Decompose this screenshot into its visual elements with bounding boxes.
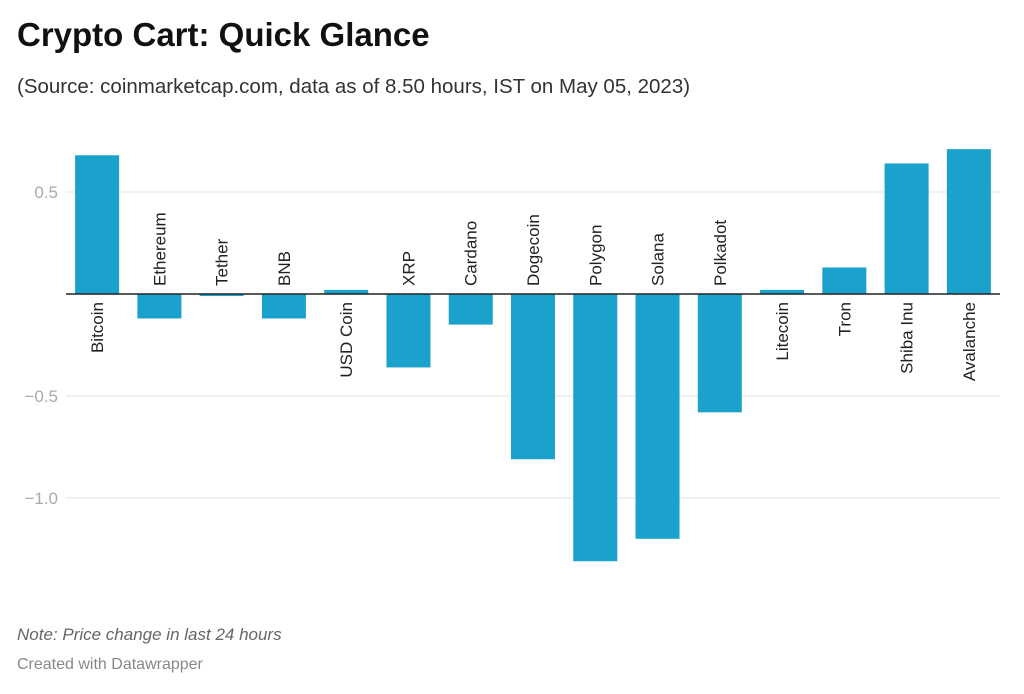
y-tick-label: −1.0 xyxy=(24,489,58,508)
bar xyxy=(386,294,431,368)
y-axis-ticks: 0.5 −0.5 −1.0 xyxy=(24,183,58,508)
category-label: Solana xyxy=(649,233,668,286)
category-label: BNB xyxy=(275,251,294,286)
category-labels: Bitcoin Ethereum Tether BNB USD Coin XRP Carda… xyxy=(88,212,979,381)
category-label: Polygon xyxy=(586,225,605,286)
bar xyxy=(635,294,680,539)
chart-title: Crypto Cart: Quick Glance xyxy=(17,16,430,53)
category-label: Shiba Inu xyxy=(898,302,917,374)
bar xyxy=(884,163,929,294)
category-label: Dogecoin xyxy=(524,214,543,286)
bar xyxy=(448,294,493,325)
chart-subtitle: (Source: coinmarketcap.com, data as of 8… xyxy=(17,75,691,98)
category-label: Ethereum xyxy=(150,212,169,286)
bars xyxy=(75,149,991,562)
y-tick-label: 0.5 xyxy=(34,183,58,202)
bar xyxy=(697,294,742,413)
category-label: Tether xyxy=(213,238,232,286)
bar xyxy=(75,155,120,294)
bar xyxy=(573,294,618,562)
chart-credit: Created with Datawrapper xyxy=(17,656,203,673)
bar xyxy=(822,267,867,294)
category-label: Cardano xyxy=(462,221,481,286)
category-label: Avalanche xyxy=(960,302,979,381)
category-label: Tron xyxy=(835,302,854,336)
bar xyxy=(946,149,991,294)
category-label: Litecoin xyxy=(773,302,792,361)
bar xyxy=(324,289,369,294)
bar xyxy=(199,294,244,297)
bar xyxy=(511,294,555,460)
y-tick-label: −0.5 xyxy=(24,387,58,406)
bar xyxy=(760,289,805,294)
category-label: Polkadot xyxy=(711,220,730,286)
bar-chart: 0.5 −0.5 −1.0 Bitcoin Ethereum Tether BNB USD … xyxy=(24,149,1000,562)
category-label: XRP xyxy=(399,251,418,286)
chart-note: Note: Price change in last 24 hours xyxy=(17,625,282,644)
category-label: USD Coin xyxy=(337,302,356,378)
bar xyxy=(137,294,182,319)
category-label: Bitcoin xyxy=(88,302,107,353)
bar xyxy=(261,294,306,319)
